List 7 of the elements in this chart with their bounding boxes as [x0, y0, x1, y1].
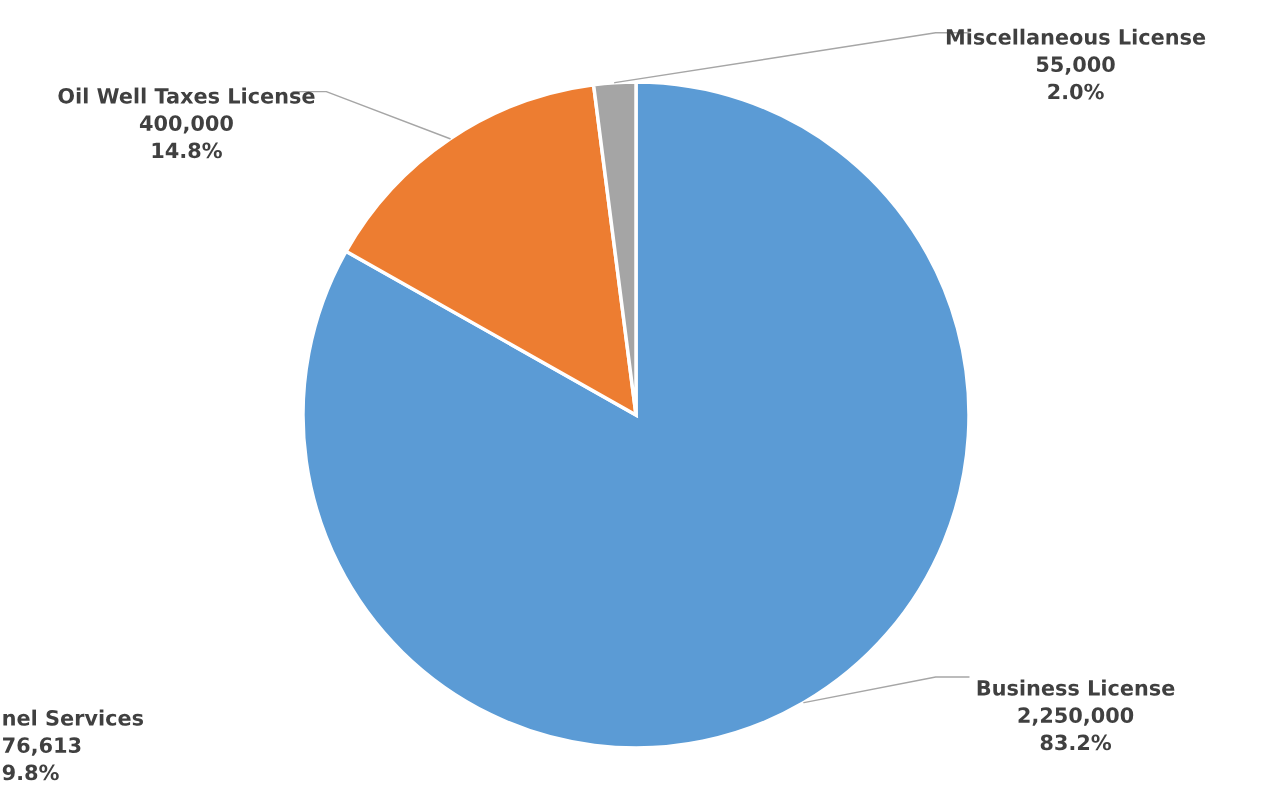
slice-label: Oil Well Taxes License — [58, 87, 315, 104]
data-label: 400,000 14.8% — [139, 115, 233, 159]
slice-label: Miscellaneous License — [946, 28, 1206, 45]
data-label: 2,250,000 83.2% — [1018, 707, 1134, 751]
slice-label: Business License — [977, 679, 1175, 696]
text: nel Services 76,613 9.8% — [2, 709, 144, 781]
data-label: 55,000 2.0% — [1036, 56, 1115, 100]
